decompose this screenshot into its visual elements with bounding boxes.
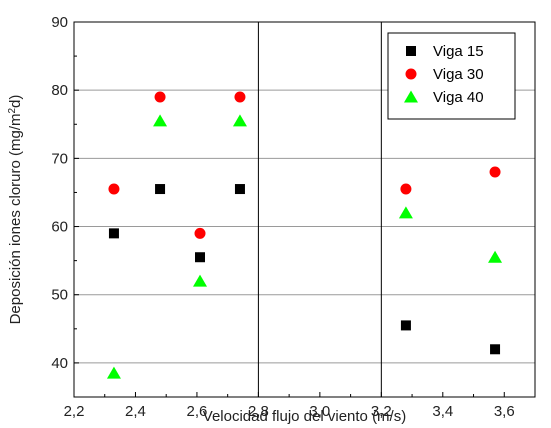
x-axis-label: Velocidad flujo del viento (m/s) <box>203 408 406 425</box>
y-axis-label-main: Deposición iones cloruro (mg/m <box>7 113 24 324</box>
legend: Viga 15 Viga 30 Viga 40 <box>387 32 516 120</box>
data-point-viga-40 <box>398 206 413 219</box>
legend-label-viga-40: Viga 40 <box>433 89 484 106</box>
legend-label-viga-15: Viga 15 <box>433 43 484 60</box>
x-axis: 2,2 2,4 2,6 2,8 3,0 3,2 3,4 3,6 <box>64 392 515 420</box>
data-point-viga-15 <box>400 320 411 331</box>
data-point-viga-30 <box>154 91 166 103</box>
data-point-viga-30 <box>108 183 120 195</box>
data-point-viga-15 <box>155 184 166 195</box>
data-point-viga-40 <box>193 274 208 287</box>
data-points <box>106 91 503 379</box>
x-tick-label: 3,0 <box>309 403 330 420</box>
legend-marker-viga-15 <box>406 46 416 56</box>
data-point-viga-40 <box>232 114 247 127</box>
legend-label-viga-30: Viga 30 <box>433 66 484 83</box>
data-point-viga-40 <box>488 250 503 263</box>
vertical-reference-lines <box>257 22 382 397</box>
legend-marker-viga-30 <box>405 68 417 80</box>
y-tick-label: 80 <box>51 82 68 99</box>
data-point-viga-40 <box>106 366 121 379</box>
data-point-viga-30 <box>400 183 412 195</box>
data-point-viga-15 <box>108 228 119 239</box>
x-tick-label: 3,6 <box>494 403 515 420</box>
y-axis: 40 50 60 70 80 90 <box>51 14 79 398</box>
x-tick-label: 3,2 <box>371 403 392 420</box>
y-tick-label: 60 <box>51 219 68 236</box>
data-point-viga-30 <box>194 227 206 239</box>
data-point-viga-15 <box>234 184 245 195</box>
data-point-viga-15 <box>195 252 206 263</box>
x-tick-label: 2,4 <box>125 403 146 420</box>
y-axis-label-end: d) <box>7 95 24 108</box>
y-axis-label-superscript: 2 <box>7 107 18 113</box>
y-axis-label: Deposición iones cloruro (mg/m2d) <box>7 95 25 325</box>
data-point-viga-15 <box>490 344 501 355</box>
data-point-viga-30 <box>489 166 501 178</box>
y-tick-label: 50 <box>51 287 68 304</box>
data-point-viga-40 <box>153 114 168 127</box>
x-tick-label: 2,8 <box>248 403 269 420</box>
y-tick-label: 70 <box>51 150 68 167</box>
y-tick-label: 90 <box>51 14 68 31</box>
y-tick-label: 40 <box>51 355 68 372</box>
x-tick-label: 3,4 <box>432 403 453 420</box>
plot-frame <box>73 21 536 398</box>
x-tick-label: 2,6 <box>187 403 208 420</box>
x-tick-label: 2,2 <box>64 403 85 420</box>
legend-marker-viga-40 <box>404 90 418 103</box>
data-point-viga-30 <box>234 91 246 103</box>
